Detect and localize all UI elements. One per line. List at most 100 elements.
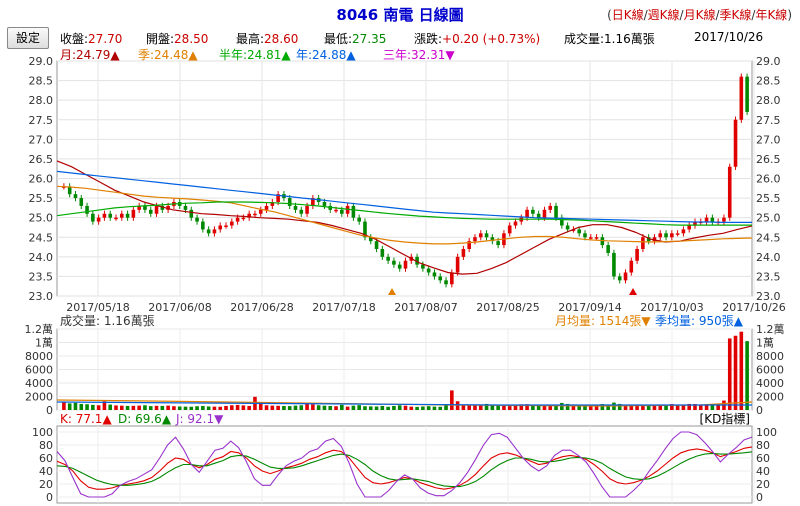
candle-body	[166, 205, 170, 210]
candle-body	[548, 205, 553, 210]
candle-body	[79, 198, 84, 206]
low-marker	[629, 288, 637, 295]
quote-date: 2017/10/26	[694, 30, 764, 44]
volume-bar	[745, 341, 749, 410]
candle-body	[247, 213, 251, 218]
candle-body	[183, 205, 188, 210]
volume-y-tick-left: 1.2萬	[25, 323, 54, 336]
volume-y-tick-right: 1.2萬	[756, 323, 785, 336]
candle-body	[241, 217, 246, 220]
volume-bar	[230, 405, 234, 410]
candle-body	[299, 209, 304, 214]
candle-body	[438, 276, 443, 281]
candle-body	[403, 260, 408, 269]
candle-body	[577, 229, 581, 234]
volume-bar	[681, 404, 686, 410]
settings-button[interactable]: 設定	[7, 27, 49, 49]
volume-bar	[357, 405, 361, 410]
candle-body	[473, 237, 477, 242]
price-x-tick: 2017/09/14	[558, 301, 621, 314]
kd-y-tick-left: 20	[39, 478, 53, 491]
volume-bar	[172, 406, 176, 410]
volume-y-tick-left: 1萬	[35, 337, 53, 350]
volume-bar	[496, 405, 500, 410]
candle-body	[85, 205, 89, 214]
volume-bar	[403, 405, 408, 410]
candle-body	[143, 205, 147, 210]
volume-bar	[577, 404, 581, 410]
volume-y-tick-right: 6000	[756, 364, 784, 377]
volume-bar	[91, 404, 95, 410]
volume-bar	[716, 403, 720, 410]
candle-body	[73, 194, 78, 199]
volume-bar	[548, 404, 553, 410]
price-y-tick-left: 27.0	[29, 133, 54, 146]
candle-body	[340, 209, 344, 214]
candle-body	[652, 237, 657, 242]
volume-bar	[351, 405, 356, 410]
price-x-tick: 2017/07/18	[312, 301, 375, 314]
candle-body	[119, 213, 124, 218]
low-label: 最低:27.35	[324, 32, 387, 46]
volume-bar	[606, 404, 610, 410]
price-y-tick-right: 28.0	[756, 94, 781, 107]
kd-k-label: K: 77.1▲	[60, 412, 112, 426]
price-x-tick: 2017/06/08	[148, 301, 211, 314]
ma-season: 季:24.48▲	[138, 48, 198, 62]
volume-bar	[600, 404, 605, 410]
price-y-tick-left: 25.5	[29, 192, 54, 205]
volume-bar	[397, 405, 402, 410]
link-monthly-k[interactable]: 月K線	[683, 8, 716, 22]
price-y-tick-left: 29.0	[29, 55, 54, 68]
candle-body	[455, 256, 460, 273]
volume-bar	[148, 406, 153, 410]
volume-bar	[218, 406, 223, 410]
kd-y-tick-left: 100	[32, 426, 53, 439]
candle-body	[276, 194, 280, 202]
change-value: +0.20 (+0.73%)	[442, 32, 541, 46]
volume-bar	[73, 402, 78, 410]
candle-body	[600, 237, 605, 246]
candle-body	[368, 237, 373, 242]
period-links: (日K線/週K線/月K線/季K線/年K線)	[607, 8, 792, 22]
link-quarterly-k[interactable]: 季K線	[719, 8, 752, 22]
volume-bar	[641, 404, 645, 410]
candle-body	[264, 205, 269, 210]
kd-panel-title: [KD指標]	[700, 411, 750, 426]
volume-bar	[131, 405, 136, 410]
candle-body	[588, 237, 593, 239]
candle-body	[727, 166, 732, 218]
volume-bar	[502, 405, 506, 410]
volume-bar	[507, 406, 512, 410]
volume-bar	[345, 406, 350, 410]
candle-body	[629, 260, 634, 273]
price-y-tick-right: 27.0	[756, 133, 781, 146]
candle-body	[137, 205, 141, 210]
kd-d-label: D: 69.6▲	[118, 412, 172, 426]
volume-bar	[79, 403, 84, 410]
candle-body	[623, 272, 628, 281]
link-yearly-k[interactable]: 年K線	[755, 8, 788, 22]
ma-three-year: 三年:32.31▼	[383, 48, 455, 62]
volume-bar	[588, 405, 593, 410]
candle-body	[484, 233, 489, 238]
kd-line-D	[56, 451, 753, 488]
volume-bar	[328, 405, 333, 410]
candle-body	[646, 237, 651, 242]
candle-body	[490, 237, 495, 242]
change-label: 漲跌:+0.20 (+0.73%)	[414, 32, 541, 46]
volume-bar	[287, 406, 292, 410]
volume-bar	[617, 403, 622, 410]
kd-panel-frame	[56, 425, 753, 504]
candle-body	[253, 213, 257, 216]
price-y-tick-right: 25.5	[756, 192, 781, 205]
chart-title: 8046 南電 日線圖	[336, 6, 464, 24]
price-y-tick-right: 26.0	[756, 173, 781, 186]
price-y-tick-left: 23.5	[29, 270, 54, 283]
volume-bar	[374, 406, 379, 410]
volume-bar	[421, 406, 425, 410]
link-daily-k[interactable]: 日K線	[611, 8, 644, 22]
link-weekly-k[interactable]: 週K線	[647, 8, 680, 22]
candle-body	[322, 202, 327, 206]
volume-bar	[305, 403, 309, 410]
